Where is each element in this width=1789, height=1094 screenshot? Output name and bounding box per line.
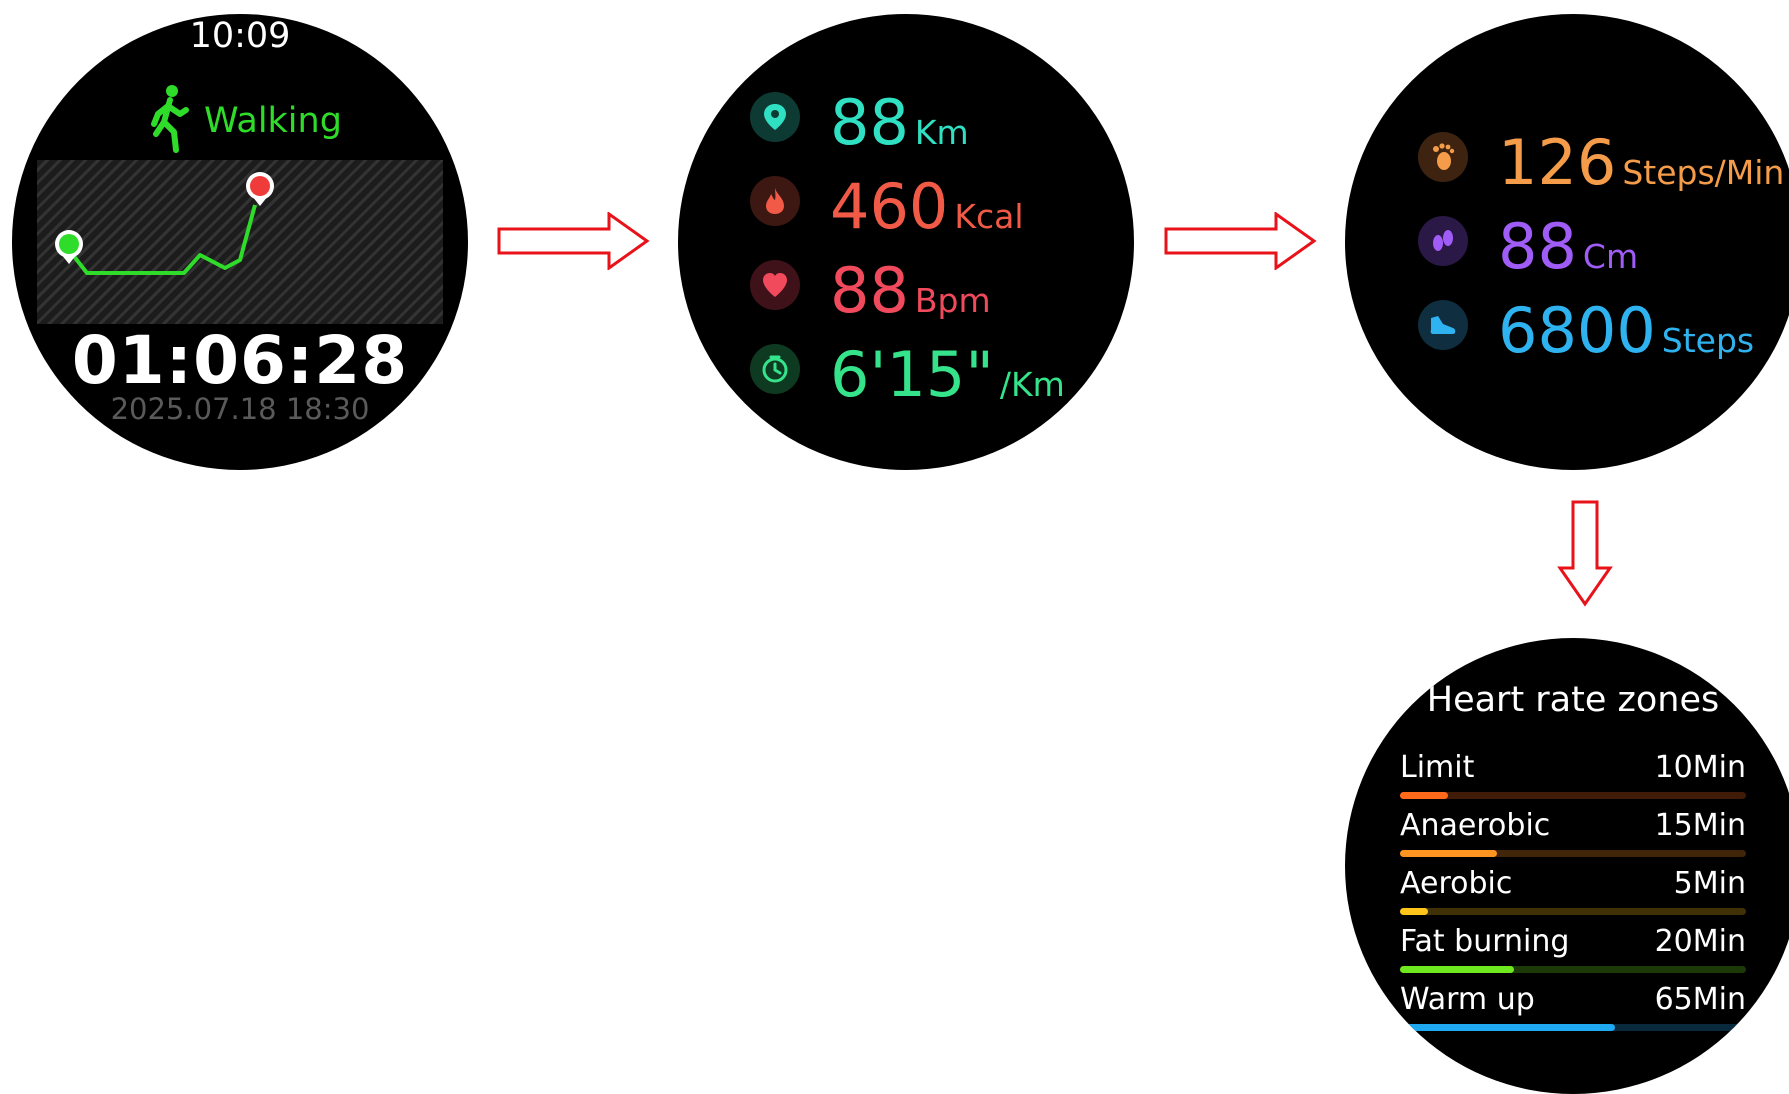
heart-rate-unit: Bpm (914, 281, 991, 320)
right-arrow-icon (497, 212, 650, 270)
cadence-metric: 126 Steps/Min (1498, 132, 1784, 194)
stride-unit: Cm (1582, 237, 1639, 276)
status-time: 10:09 (189, 16, 291, 56)
calories-metric: 460 Kcal (830, 176, 1024, 238)
cadence-value: 126 (1498, 126, 1617, 199)
zone-progress-track (1400, 850, 1746, 857)
zone-progress-track (1400, 966, 1746, 973)
zone-name: Fat burning (1400, 924, 1570, 959)
zone-name: Warm up (1400, 982, 1535, 1017)
workout-duration: 01:06:28 (71, 322, 409, 399)
zone-row: Aerobic 5Min (1400, 866, 1746, 918)
zone-progress-track (1400, 792, 1746, 799)
steps-metric: 6800 Steps (1498, 300, 1754, 362)
end-pin-icon (246, 172, 274, 206)
zone-duration: 15Min (1654, 808, 1746, 843)
zone-progress-fill (1400, 908, 1428, 915)
watch-screen-metrics-1: 88 Km 460 Kcal 88 Bpm 6'15" /Km (678, 14, 1134, 470)
steps-value: 6800 (1498, 294, 1656, 367)
stride-metric: 88 Cm (1498, 216, 1638, 278)
zone-duration: 10Min (1654, 750, 1746, 785)
stride-value: 88 (1498, 210, 1577, 283)
calories-value: 460 (830, 170, 949, 243)
distance-value: 88 (830, 86, 909, 159)
route-line (67, 204, 257, 275)
workout-datetime: 2025.07.18 18:30 (110, 392, 370, 426)
start-pin-icon (55, 230, 83, 264)
zone-progress-fill (1400, 966, 1515, 973)
sport-label: Walking (204, 101, 342, 141)
zone-row: Fat burning 20Min (1400, 924, 1746, 976)
zone-progress-fill (1400, 850, 1497, 857)
heart-rate-value: 88 (830, 254, 909, 327)
down-arrow-icon (1557, 500, 1613, 607)
zone-progress-track (1400, 908, 1746, 915)
zone-progress-track (1400, 1024, 1746, 1031)
zone-row: Limit 10Min (1400, 750, 1746, 802)
zone-progress-fill (1400, 792, 1449, 799)
zone-duration: 5Min (1673, 866, 1746, 901)
zone-duration: 20Min (1654, 924, 1746, 959)
heart-rate-zones-title: Heart rate zones (1426, 680, 1720, 720)
sport-type: Walking (150, 84, 342, 158)
distance-unit: Km (914, 113, 969, 152)
zone-row: Warm up 65Min (1400, 982, 1746, 1034)
watch-screen-metrics-2: 126 Steps/Min 88 Cm 6800 Steps (1345, 14, 1789, 470)
pace-value: 6'15" (830, 338, 994, 411)
pace-unit: /Km (999, 365, 1065, 404)
shoe-icon (1418, 300, 1468, 350)
steps-unit: Steps (1661, 321, 1755, 360)
flame-icon (750, 176, 800, 226)
location-pin-icon (750, 92, 800, 142)
pace-metric: 6'15" /Km (830, 344, 1065, 406)
zone-name: Limit (1400, 750, 1475, 785)
right-arrow-icon (1164, 212, 1317, 270)
stride-icon (1418, 216, 1468, 266)
watch-screen-heart-rate-zones: Heart rate zones Limit 10Min Anaerobic 15Mi… (1345, 638, 1789, 1094)
zone-duration: 65Min (1654, 982, 1746, 1017)
zone-name: Aerobic (1400, 866, 1513, 901)
heart-icon (750, 260, 800, 310)
watch-screen-workout-overview: 10:09 Walking 01:06:28 2025.07.18 18:30 (12, 14, 468, 470)
zone-row: Anaerobic 15Min (1400, 808, 1746, 860)
footprint-icon (1418, 132, 1468, 182)
distance-metric: 88 Km (830, 92, 969, 154)
cadence-unit: Steps/Min (1622, 153, 1785, 192)
zone-progress-fill (1400, 1024, 1615, 1031)
timer-icon (750, 344, 800, 394)
heart-rate-metric: 88 Bpm (830, 260, 991, 322)
route-map (37, 160, 443, 324)
zone-name: Anaerobic (1400, 808, 1551, 843)
walking-person-icon (150, 84, 190, 158)
calories-unit: Kcal (954, 197, 1024, 236)
